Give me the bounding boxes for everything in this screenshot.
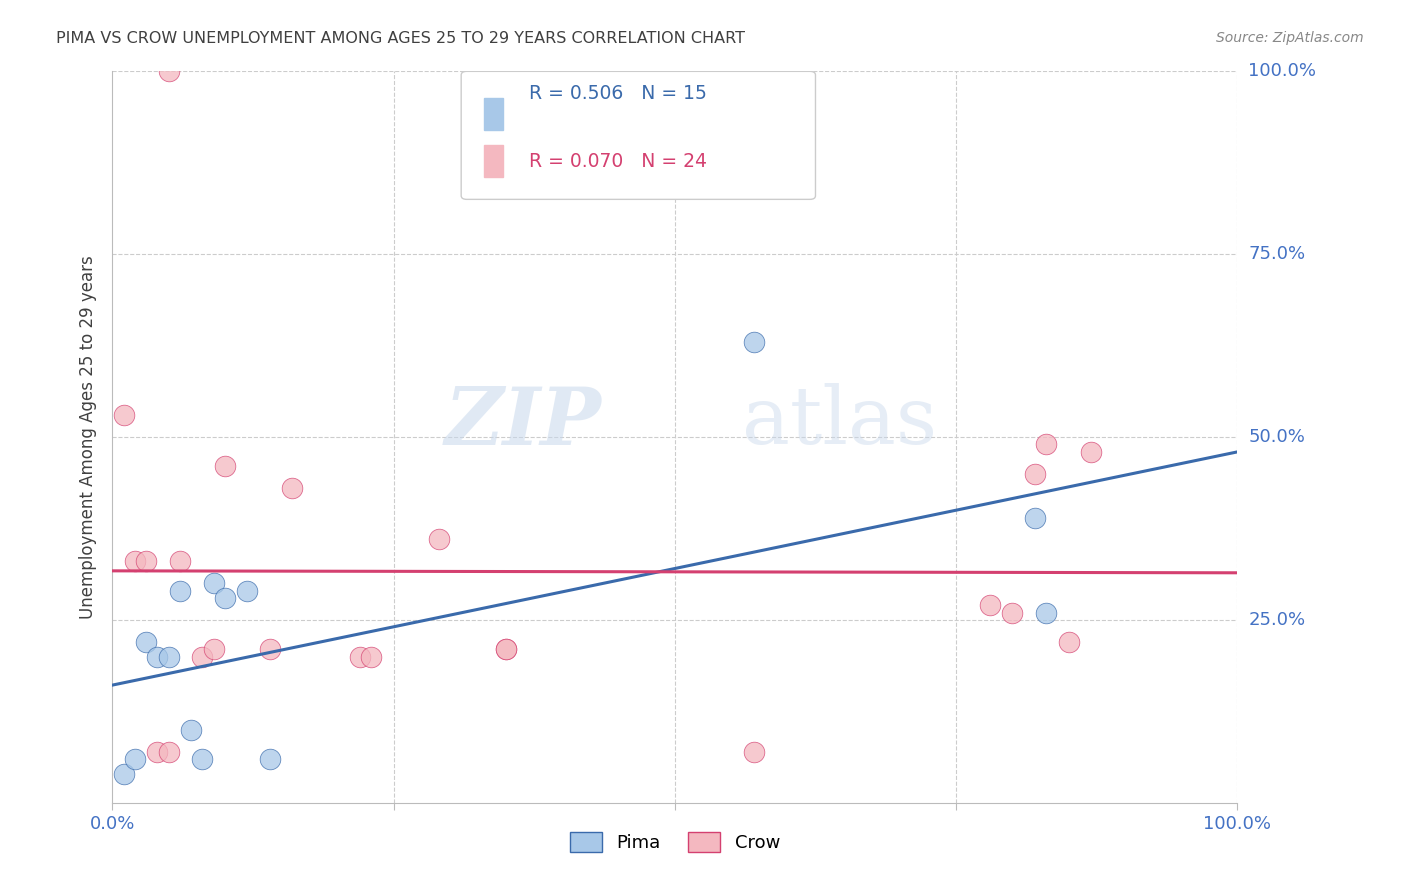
Point bbox=[1035, 606, 1057, 620]
Point bbox=[1035, 437, 1057, 451]
Point bbox=[259, 752, 281, 766]
Text: 25.0%: 25.0% bbox=[1249, 611, 1306, 629]
Legend: Pima, Crow: Pima, Crow bbox=[562, 824, 787, 860]
Point bbox=[202, 576, 225, 591]
Point bbox=[979, 599, 1001, 613]
Point bbox=[236, 583, 259, 598]
FancyBboxPatch shape bbox=[461, 71, 815, 200]
Point bbox=[124, 752, 146, 766]
Point bbox=[191, 752, 214, 766]
Point bbox=[214, 591, 236, 605]
Point bbox=[157, 649, 180, 664]
Point bbox=[157, 745, 180, 759]
Text: atlas: atlas bbox=[742, 384, 938, 461]
Point bbox=[112, 408, 135, 422]
Point bbox=[742, 745, 765, 759]
Point bbox=[495, 642, 517, 657]
Point bbox=[1024, 467, 1046, 481]
Text: R = 0.506   N = 15: R = 0.506 N = 15 bbox=[529, 84, 707, 103]
Point bbox=[1001, 606, 1024, 620]
Point bbox=[349, 649, 371, 664]
Bar bbox=[484, 145, 503, 178]
Point bbox=[169, 554, 191, 568]
Point bbox=[259, 642, 281, 657]
Point bbox=[157, 64, 180, 78]
Point bbox=[742, 334, 765, 349]
Point bbox=[169, 583, 191, 598]
Point bbox=[360, 649, 382, 664]
Point bbox=[1080, 444, 1102, 458]
Text: 75.0%: 75.0% bbox=[1249, 245, 1306, 263]
Text: 50.0%: 50.0% bbox=[1249, 428, 1305, 446]
Point bbox=[124, 554, 146, 568]
Point bbox=[180, 723, 202, 737]
Point bbox=[495, 642, 517, 657]
Point bbox=[191, 649, 214, 664]
Point bbox=[112, 766, 135, 780]
Point bbox=[1057, 635, 1080, 649]
Point bbox=[146, 745, 169, 759]
Point bbox=[135, 554, 157, 568]
Text: PIMA VS CROW UNEMPLOYMENT AMONG AGES 25 TO 29 YEARS CORRELATION CHART: PIMA VS CROW UNEMPLOYMENT AMONG AGES 25 … bbox=[56, 31, 745, 46]
Bar bbox=[484, 98, 503, 130]
Point bbox=[281, 481, 304, 495]
Text: ZIP: ZIP bbox=[444, 384, 602, 461]
Text: Source: ZipAtlas.com: Source: ZipAtlas.com bbox=[1216, 31, 1364, 45]
Text: 100.0%: 100.0% bbox=[1249, 62, 1316, 80]
Text: R = 0.070   N = 24: R = 0.070 N = 24 bbox=[529, 152, 707, 171]
Point bbox=[214, 459, 236, 474]
Point bbox=[1024, 510, 1046, 524]
Point bbox=[427, 533, 450, 547]
Point bbox=[202, 642, 225, 657]
Point bbox=[146, 649, 169, 664]
Y-axis label: Unemployment Among Ages 25 to 29 years: Unemployment Among Ages 25 to 29 years bbox=[79, 255, 97, 619]
Point bbox=[135, 635, 157, 649]
